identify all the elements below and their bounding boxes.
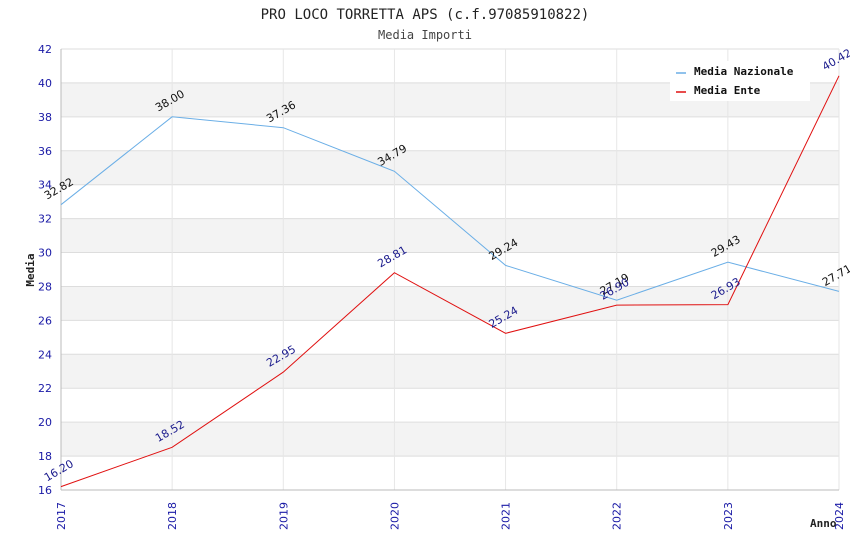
x-axis-label: Anno (810, 517, 837, 530)
y-tick-label: 28 (38, 280, 52, 293)
x-tick-label: 2021 (500, 502, 513, 530)
y-tick-label: 40 (38, 77, 52, 90)
y-axis-label: Media (24, 253, 37, 286)
grid-band (61, 150, 839, 185)
series-line-media-ente (60, 75, 840, 488)
y-tick-label: 32 (38, 213, 52, 226)
grid-band (61, 422, 839, 457)
y-tick-label: 30 (38, 247, 52, 260)
y-tick-label: 34 (38, 179, 52, 192)
chart-subtitle: Media Importi (378, 28, 472, 42)
y-tick-label: 18 (38, 450, 52, 463)
legend: Media Nazionale Media Ente (670, 61, 810, 101)
y-tick-label: 20 (38, 416, 52, 429)
y-tick-label: 42 (38, 43, 52, 56)
grid-band (61, 218, 839, 253)
chart-title: PRO LOCO TORRETTA APS (c.f.97085910822) (261, 7, 590, 23)
y-tick-label: 22 (38, 382, 52, 395)
x-tick-label: 2024 (833, 502, 846, 530)
series-lines (60, 75, 840, 488)
plot-area (61, 49, 839, 490)
y-tick-label: 26 (38, 314, 52, 327)
grid-band (61, 354, 839, 389)
y-tick-label: 16 (38, 484, 52, 497)
legend-box (670, 61, 810, 101)
x-tick-label: 2017 (55, 502, 68, 530)
x-tick-label: 2022 (611, 502, 624, 530)
x-tick-label: 2018 (166, 502, 179, 530)
legend-label-media-nazionale: Media Nazionale (694, 65, 794, 78)
series-line-media-nazionale (60, 116, 840, 301)
legend-label-media-ente: Media Ente (694, 84, 761, 97)
y-tick-label: 36 (38, 145, 52, 158)
y-axis-ticks: 16 18 20 22 24 26 28 30 32 34 36 38 40 42 (38, 43, 52, 497)
y-tick-label: 24 (38, 348, 52, 361)
y-tick-label: 38 (38, 111, 52, 124)
x-tick-label: 2023 (722, 502, 735, 530)
x-tick-label: 2020 (388, 502, 401, 530)
x-axis-ticks: 2017 2018 2019 2020 2021 2022 2023 2024 (55, 502, 846, 530)
x-tick-label: 2019 (277, 502, 290, 530)
plot-background (60, 48, 840, 491)
